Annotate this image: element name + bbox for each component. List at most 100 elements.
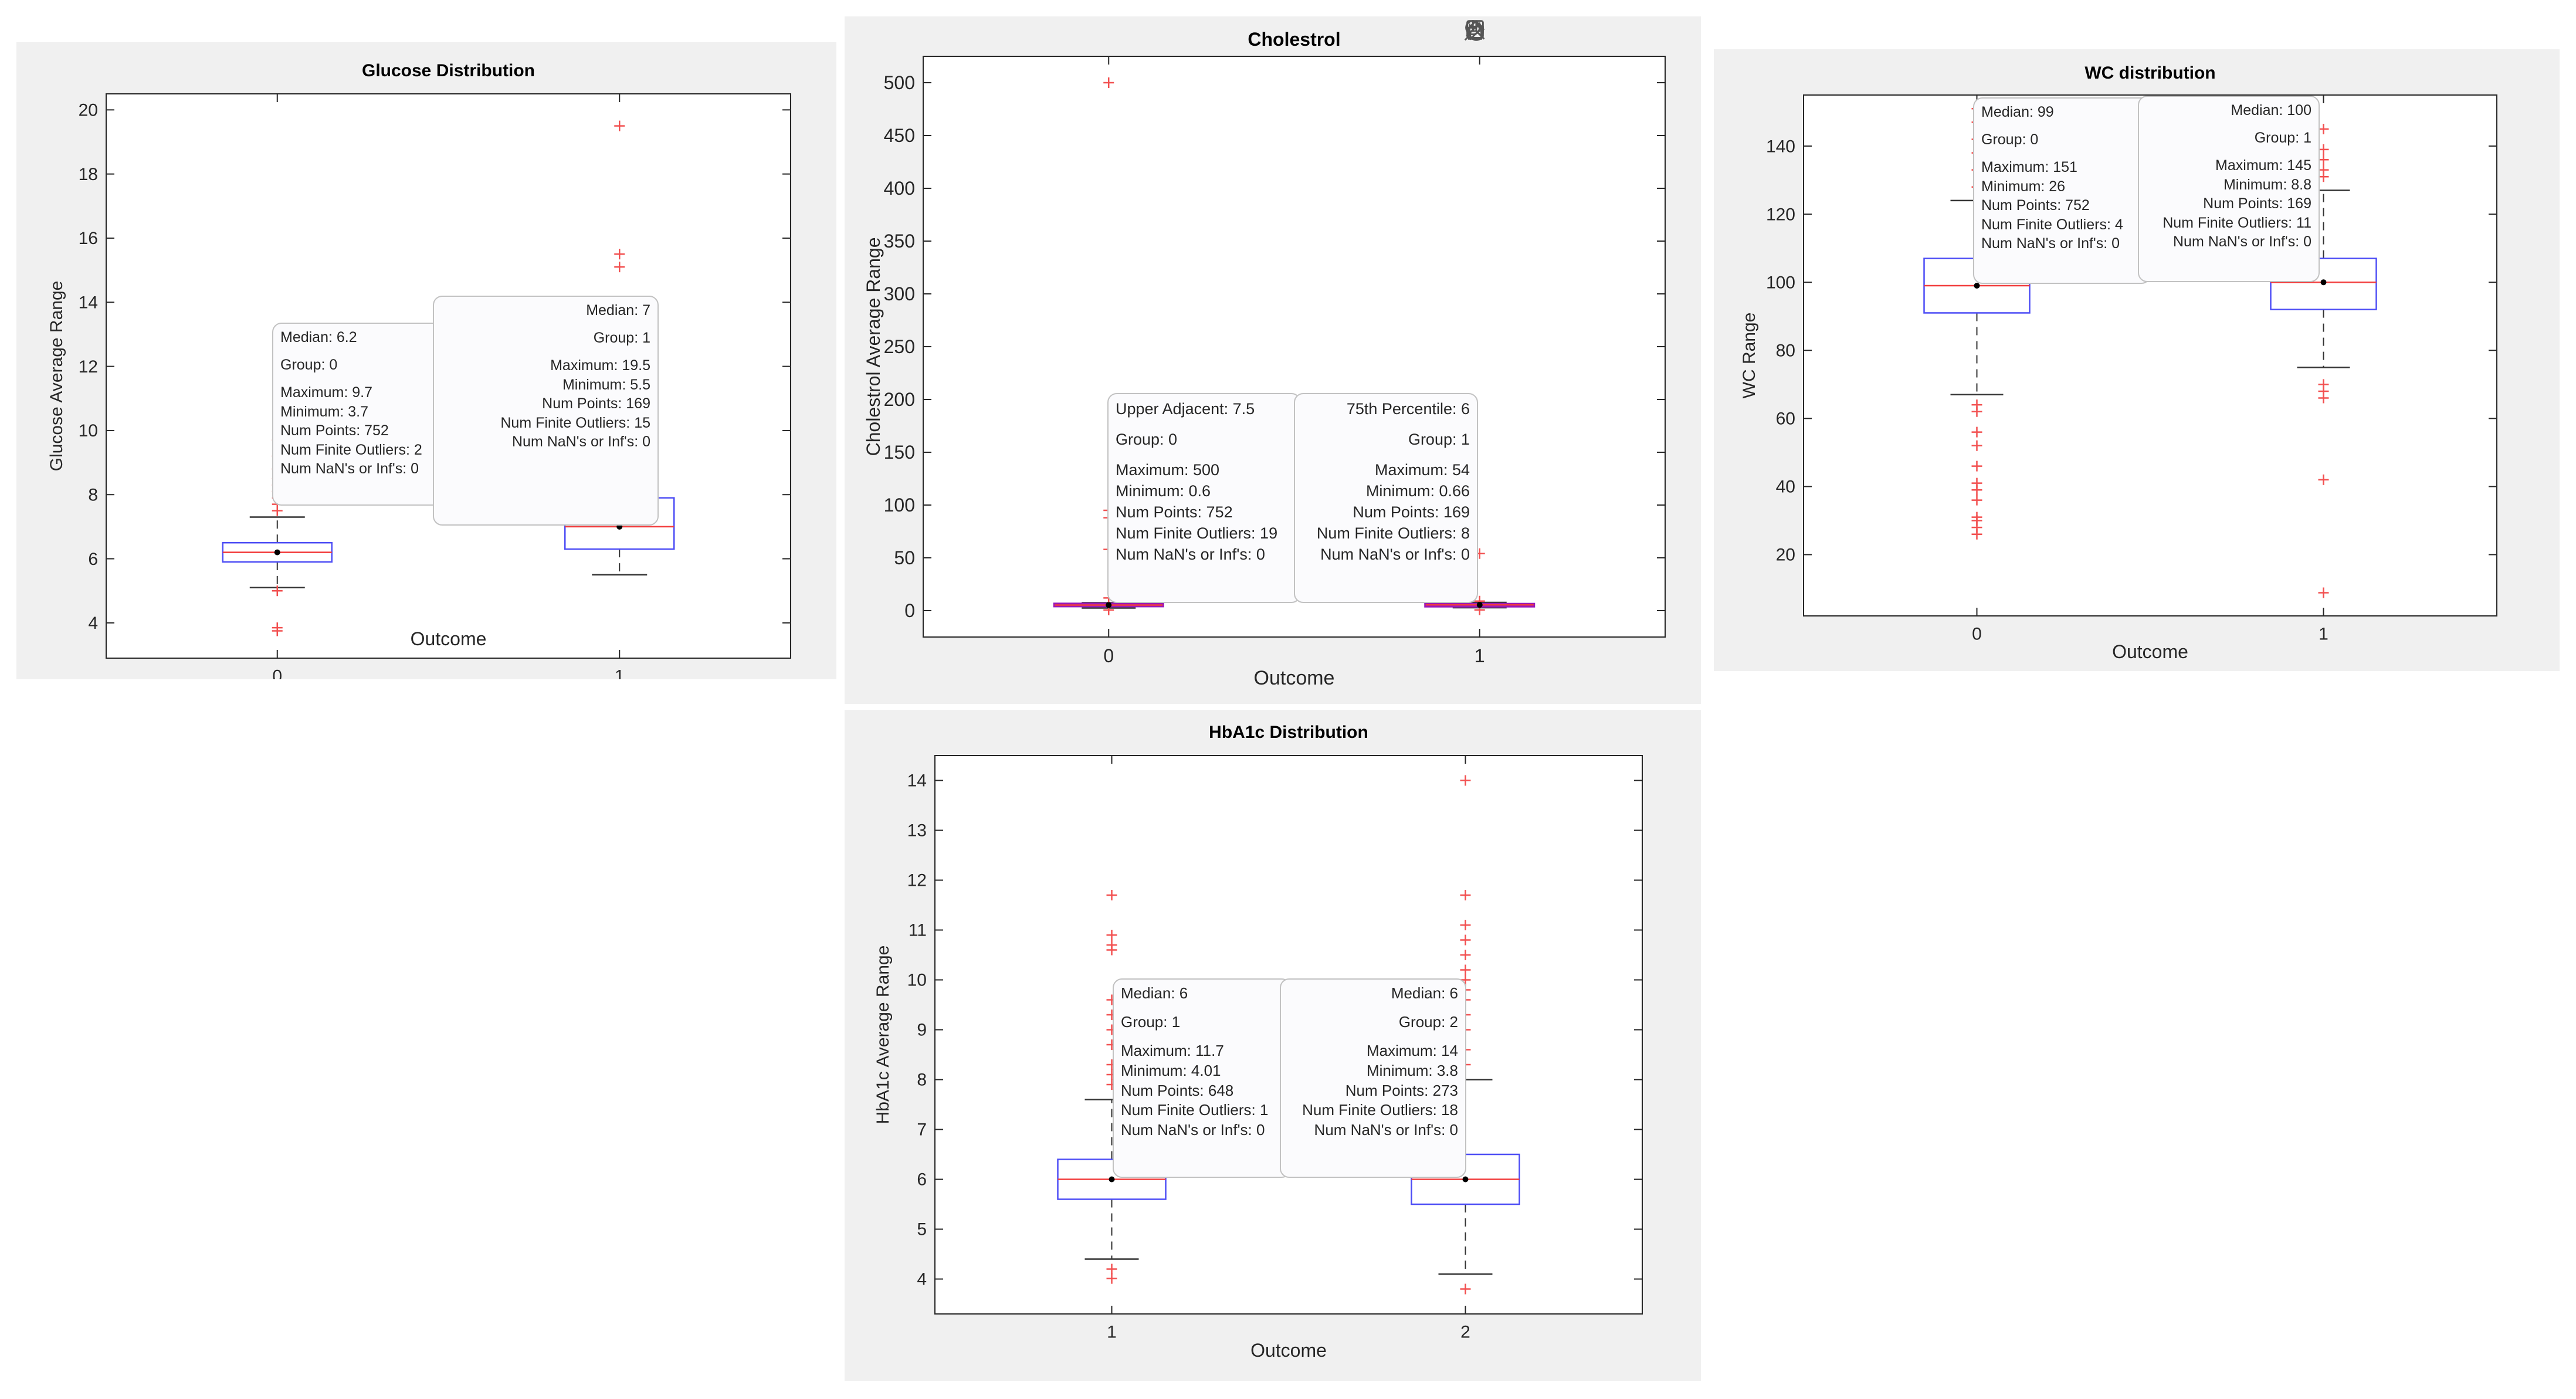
outlier-marker[interactable] xyxy=(1460,934,1471,946)
home-icon[interactable] xyxy=(1465,16,1660,45)
glucose-figure: Glucose Distribution 4 6 8 10 12 14 16 18 20 0 1 Out… xyxy=(16,42,836,679)
outlier-marker[interactable] xyxy=(614,262,625,273)
datatip-line: Num Finite Outliers: 8 xyxy=(1316,524,1470,543)
outlier-marker[interactable] xyxy=(614,249,625,260)
datatip-spacer xyxy=(1288,1004,1458,1012)
chart-title: Glucose Distribution xyxy=(362,61,535,80)
datatip-line: Group: 0 xyxy=(1981,131,2039,148)
data-tip-icon[interactable] xyxy=(1466,16,1524,45)
outlier-marker[interactable] xyxy=(1106,930,1117,940)
outlier-marker[interactable] xyxy=(272,585,283,597)
y-tick-label: 4 xyxy=(917,1270,927,1289)
outlier-marker[interactable] xyxy=(1106,940,1117,950)
datatip-spacer xyxy=(280,375,440,384)
x-tick-label: 0 xyxy=(1103,645,1114,666)
datatip-group-0[interactable]: Median: 99 Group: 0 Maximum: 151 Minimum: 2… xyxy=(1973,97,2151,284)
box-group-1[interactable] xyxy=(2270,124,2377,598)
datatip-group-1[interactable]: 75th Percentile: 6 Group: 1 Maximum: 54 Min… xyxy=(1294,393,1478,603)
outlier-marker[interactable] xyxy=(1971,440,1982,451)
pan-hand-icon[interactable] xyxy=(1468,16,1558,45)
outlier-marker[interactable] xyxy=(1971,426,1982,438)
datatip-group-2[interactable]: Median: 6 Group: 2 Maximum: 14 Minimum: 3.8… xyxy=(1280,978,1466,1178)
datatip-line: Maximum: 145 xyxy=(2215,157,2311,174)
datatip-line: Upper Adjacent: 7.5 xyxy=(1116,400,1255,418)
outlier-marker[interactable] xyxy=(1971,494,1982,506)
datatip-line: Num Finite Outliers: 4 xyxy=(1981,216,2123,233)
datatip-anchor-dot[interactable] xyxy=(1109,1176,1115,1183)
datatip-spacer xyxy=(441,320,650,329)
datatip-spacer xyxy=(280,347,440,356)
datatip-line: Maximum: 14 xyxy=(1366,1042,1458,1059)
datatip-line: Num NaN's or Inf's: 0 xyxy=(1116,546,1265,564)
datatip-line: Minimum: 0.66 xyxy=(1365,482,1470,500)
datatip-anchor-dot[interactable] xyxy=(1974,283,1980,289)
outlier-marker[interactable] xyxy=(614,120,625,131)
datatip-line: Maximum: 9.7 xyxy=(280,384,372,401)
wc-figure: WC distribution 20 40 60 80 100 120 140 0 1 Outcom… xyxy=(1714,49,2560,671)
datatip-anchor-dot[interactable] xyxy=(1476,602,1483,608)
datatip-anchor-dot[interactable] xyxy=(274,549,280,555)
datatip-line: Num Points: 752 xyxy=(280,422,389,439)
outlier-marker[interactable] xyxy=(1460,775,1471,786)
datatip-line: Num Finite Outliers: 15 xyxy=(500,414,650,431)
outlier-marker[interactable] xyxy=(1460,920,1471,930)
zoom-out-icon[interactable] xyxy=(1465,16,1626,45)
datatip-group-1[interactable]: Median: 6 Group: 1 Maximum: 11.7 Minimum: 4… xyxy=(1113,978,1291,1178)
y-tick-label: 300 xyxy=(884,283,915,304)
datatip-anchor-dot[interactable] xyxy=(1106,602,1112,608)
outlier-marker[interactable] xyxy=(1460,950,1471,960)
datatip-line: Median: 6 xyxy=(1121,984,1188,1002)
outlier-marker[interactable] xyxy=(1106,1273,1117,1284)
outlier-marker[interactable] xyxy=(2318,124,2329,135)
datatip-line: Num Points: 169 xyxy=(2203,195,2311,212)
datatip-line: Num Points: 169 xyxy=(1353,503,1470,521)
outlier-marker[interactable] xyxy=(1971,477,1982,489)
y-tick-label: 16 xyxy=(79,229,98,248)
y-tick-label: 6 xyxy=(88,550,98,569)
datatip-group-1[interactable]: Median: 7 Group: 1 Maximum: 19.5 Minimum: 5… xyxy=(433,296,659,526)
outlier-marker[interactable] xyxy=(1971,460,1982,472)
y-tick-label: 4 xyxy=(88,614,98,633)
datatip-anchor-dot[interactable] xyxy=(1462,1176,1469,1183)
datatip-group-0[interactable]: Upper Adjacent: 7.5 Group: 0 Maximum: 500 M… xyxy=(1107,393,1301,603)
outlier-marker[interactable] xyxy=(2318,164,2329,175)
x-tick-label: 1 xyxy=(615,667,625,680)
outlier-marker[interactable] xyxy=(2318,587,2329,598)
datatip-line: Num Finite Outliers: 19 xyxy=(1116,524,1278,543)
datatip-spacer xyxy=(1116,450,1293,459)
box-group-1[interactable] xyxy=(1057,890,1167,1284)
datatip-line: Num Finite Outliers: 18 xyxy=(1302,1101,1458,1119)
y-tick-label: 0 xyxy=(904,600,915,621)
outlier-marker[interactable] xyxy=(1106,1263,1117,1275)
datatip-line: Median: 6.2 xyxy=(280,329,357,345)
datatip-line: Minimum: 3.7 xyxy=(280,403,369,420)
outlier-marker[interactable] xyxy=(1106,890,1117,900)
outlier-marker[interactable] xyxy=(1971,512,1982,523)
outlier-marker[interactable] xyxy=(1460,890,1471,900)
datatip-group-1[interactable]: Median: 100 Group: 1 Maximum: 145 Minimum: … xyxy=(2138,96,2320,282)
datatip-line: Num Points: 169 xyxy=(542,395,650,412)
outlier-marker[interactable] xyxy=(272,622,283,634)
datatip-line: Maximum: 500 xyxy=(1116,461,1220,479)
datatip-line: 75th Percentile: 6 xyxy=(1346,400,1470,418)
datatip-group-0[interactable]: Median: 6.2 Group: 0 Maximum: 9.7 Minimum: … xyxy=(272,323,448,506)
outlier-marker[interactable] xyxy=(2318,144,2329,155)
datatip-line: Maximum: 19.5 xyxy=(550,357,650,374)
y-tick-label: 13 xyxy=(907,821,927,841)
datatip-anchor-dot[interactable] xyxy=(2320,279,2327,286)
outlier-marker[interactable] xyxy=(2318,474,2329,485)
outlier-marker[interactable] xyxy=(1460,964,1471,975)
datatip-line: Num Points: 648 xyxy=(1121,1081,1234,1099)
datatip-line: Maximum: 151 xyxy=(1981,159,2077,176)
datatip-line: Num Points: 752 xyxy=(1981,197,2090,214)
datatip-spacer xyxy=(2146,148,2311,157)
y-tick-label: 120 xyxy=(1766,205,1795,224)
outlier-marker[interactable] xyxy=(1460,1283,1471,1295)
outlier-marker[interactable] xyxy=(2318,379,2329,390)
outlier-marker[interactable] xyxy=(1103,77,1114,88)
iqr-box[interactable] xyxy=(2270,258,2377,310)
outlier-marker[interactable] xyxy=(2318,154,2329,165)
y-tick-label: 20 xyxy=(1776,546,1795,565)
outlier-marker[interactable] xyxy=(1971,399,1982,411)
zoom-in-icon[interactable] xyxy=(1465,16,1592,45)
